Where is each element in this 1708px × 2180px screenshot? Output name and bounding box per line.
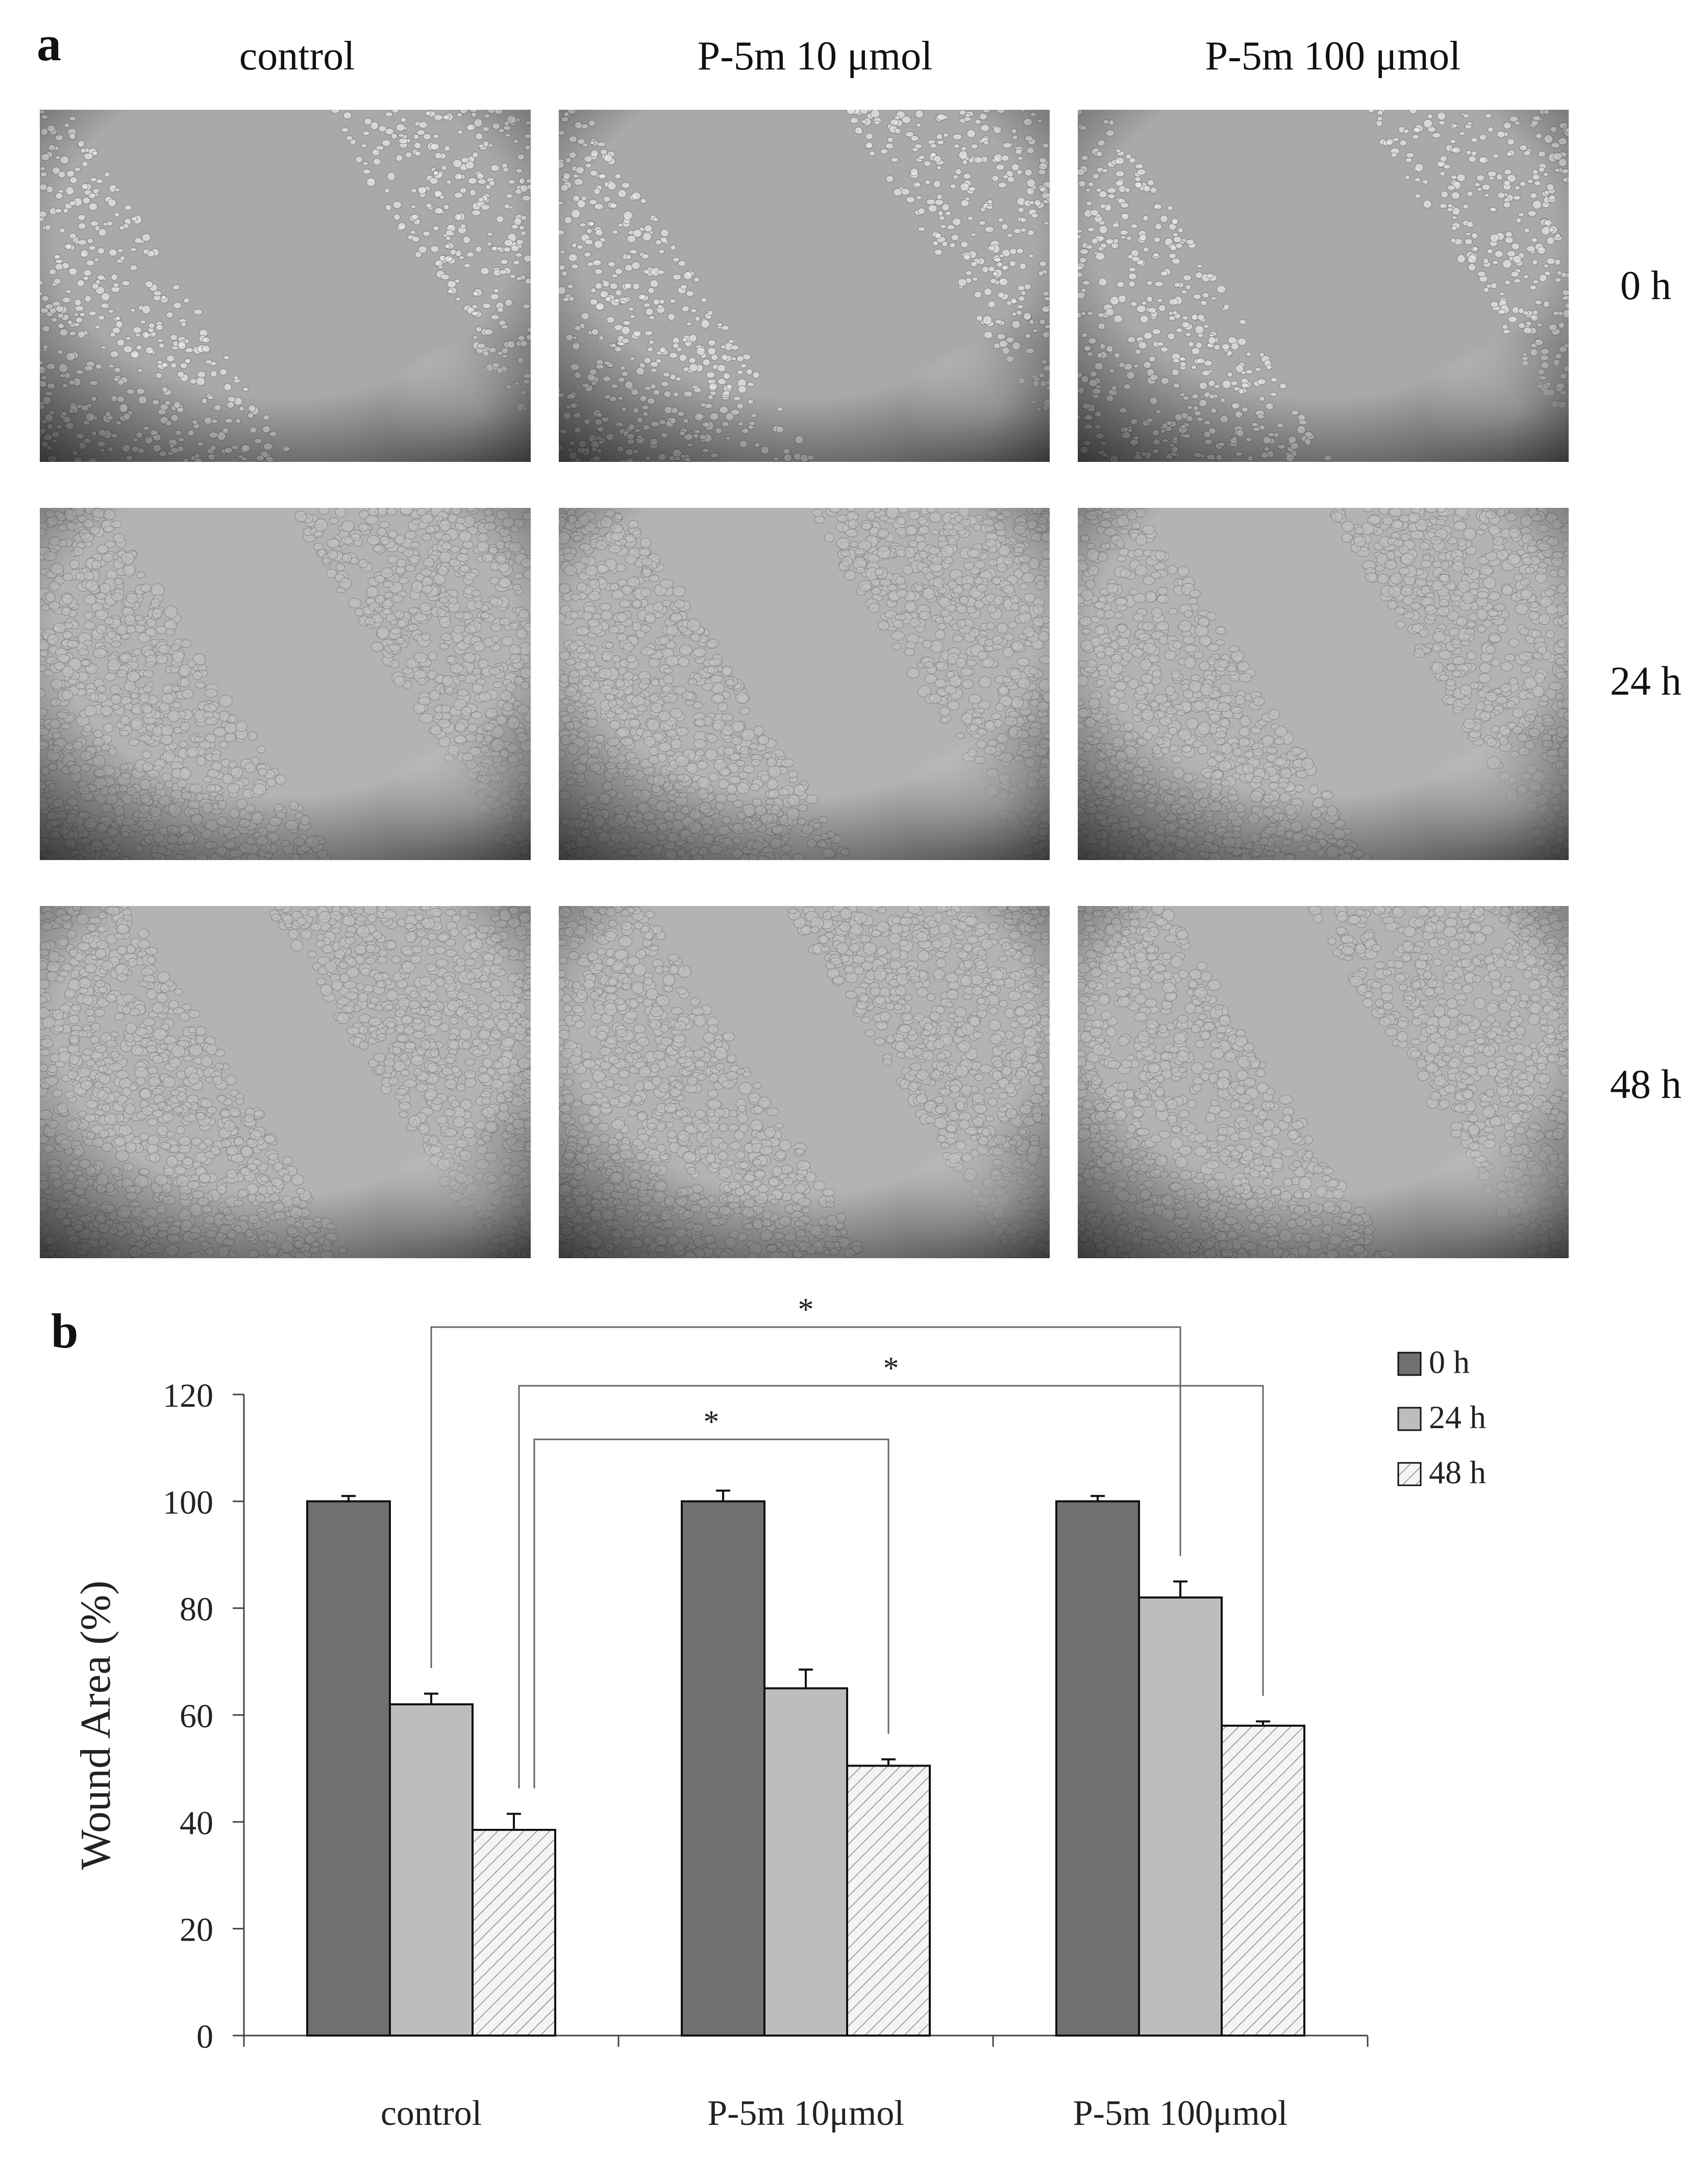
chart-bars (306, 1489, 1305, 2037)
panel-a-letter: a (37, 16, 61, 71)
column-label-p5m-100: P-5m 100 μmol (1205, 34, 1461, 79)
legend-swatch (1397, 1352, 1422, 1376)
legend-label: 48 h (1429, 1454, 1486, 1490)
significance-bracket (518, 1385, 1264, 1789)
legend-swatch (1397, 1407, 1422, 1431)
significance-star: * (704, 1405, 720, 1439)
row-label-24h: 24 h (1610, 659, 1681, 704)
bar (681, 1500, 765, 2037)
row-label-0h: 0 h (1620, 263, 1671, 308)
micrograph-r2-c0 (40, 906, 531, 1258)
bar (1138, 1596, 1223, 2037)
significance-brackets: * * * (430, 1292, 1264, 1789)
bar (306, 1500, 391, 2037)
x-category-label: P-5m 10μmol (707, 2094, 904, 2133)
y-tick-label: 120 (163, 1377, 213, 1414)
significance-star: * (798, 1292, 814, 1327)
bar (846, 1765, 931, 2037)
micrograph-r1-c1 (559, 508, 1050, 860)
y-tick-label: 0 (196, 2018, 213, 2055)
chart-legend: 0 h 24 h 48 h (1397, 1344, 1486, 1490)
bar (472, 1829, 556, 2037)
column-label-p5m-10: P-5m 10 μmol (697, 34, 933, 79)
bar (763, 1687, 848, 2037)
micrograph-r0-c1 (559, 110, 1050, 462)
significance-star: * (883, 1351, 899, 1386)
bar (1221, 1724, 1305, 2037)
micrograph-r2-c2 (1078, 906, 1569, 1258)
bar (389, 1703, 474, 2037)
y-tick-label: 80 (180, 1591, 213, 1628)
x-category-label: P-5m 100μmol (1073, 2094, 1288, 2133)
legend-label: 0 h (1429, 1344, 1470, 1380)
y-tick-label: 100 (163, 1484, 213, 1521)
row-label-48h: 48 h (1610, 1062, 1681, 1107)
micrograph-r2-c1 (559, 906, 1050, 1258)
legend-swatch (1397, 1462, 1422, 1486)
x-category-label: control (381, 2094, 482, 2133)
micrograph-r1-c2 (1078, 508, 1569, 860)
legend-label: 24 h (1429, 1399, 1486, 1435)
micrograph-r0-c2 (1078, 110, 1569, 462)
panel-b-letter: b (51, 1304, 79, 1358)
y-tick-label: 40 (180, 1804, 213, 1842)
column-label-control: control (239, 34, 355, 79)
micrograph-r1-c0 (40, 508, 531, 860)
y-axis-title: Wound Area (%) (72, 1580, 119, 1870)
wound-area-bar-chart: 0 20 40 60 80 100 120 Wound Area (%) control P-5m… (72, 1292, 1486, 2133)
y-tick-label: 60 (180, 1698, 213, 1735)
significance-bracket (533, 1438, 889, 1789)
significance-bracket (430, 1326, 1181, 1669)
y-tick-label: 20 (180, 1912, 213, 1949)
bar (1055, 1500, 1140, 2037)
micrograph-r0-c0 (40, 110, 531, 462)
